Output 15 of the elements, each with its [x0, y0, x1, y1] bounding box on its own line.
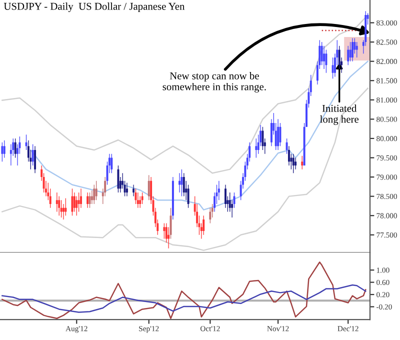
candlestick [136, 192, 139, 208]
candlestick [294, 158, 297, 170]
candlestick [56, 192, 58, 212]
chart-title: USDJPY - Daily US Dollar / Japanese Yen [4, 2, 185, 12]
candlestick [132, 184, 135, 196]
line-series [2, 14, 368, 174]
line-series [2, 284, 366, 313]
annotation: New stop can now be somewhere in this range. [162, 72, 266, 92]
annotation: Initiated long here [320, 104, 359, 125]
candlestick [126, 182, 128, 196]
line-series [2, 261, 366, 319]
candlestick [178, 173, 181, 192]
candlestick [80, 188, 82, 208]
candlestick [218, 180, 220, 200]
candlestick [323, 46, 326, 70]
